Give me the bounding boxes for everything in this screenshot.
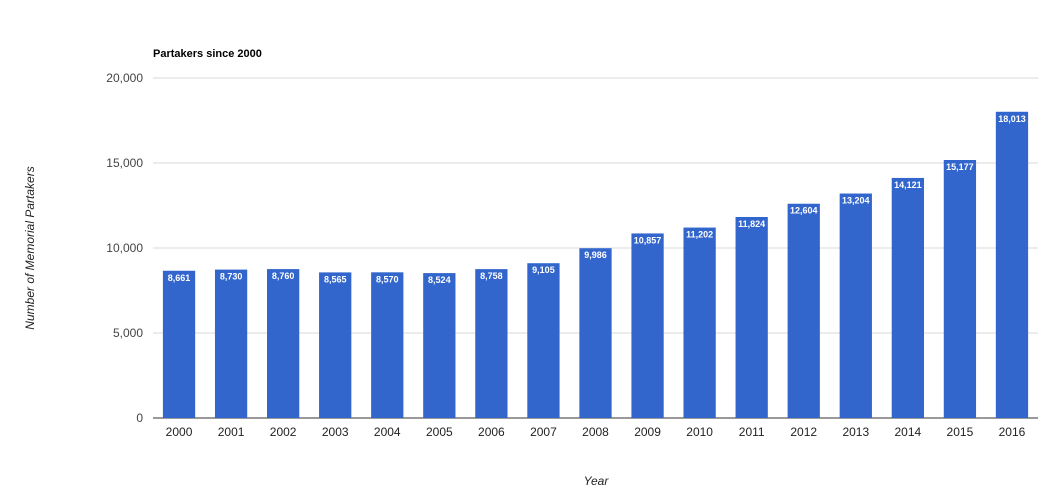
x-tick-label: 2003 (322, 425, 349, 439)
x-tick-label: 2009 (634, 425, 661, 439)
bar-value-label: 11,824 (738, 219, 765, 229)
x-tick-label: 2013 (842, 425, 869, 439)
x-tick-label: 2001 (218, 425, 245, 439)
x-tick-label: 2011 (739, 425, 765, 439)
bar[interactable] (423, 273, 456, 418)
bar[interactable] (267, 269, 300, 418)
y-tick-label: 15,000 (106, 156, 143, 170)
x-tick-label: 2015 (947, 425, 974, 439)
bar[interactable] (214, 269, 248, 418)
bar-value-label: 12,604 (790, 206, 818, 216)
bar-value-label: 18,013 (998, 114, 1026, 124)
bar[interactable] (787, 203, 820, 418)
bar-value-label: 8,758 (480, 271, 503, 281)
x-tick-label: 2016 (999, 425, 1026, 439)
bar-value-label: 13,204 (842, 196, 870, 206)
bar-value-label: 10,857 (634, 235, 662, 245)
chart-title: Partakers since 2000 (153, 48, 262, 60)
y-tick-label: 5,000 (113, 326, 143, 340)
bar[interactable] (475, 269, 508, 418)
bar[interactable] (683, 227, 716, 418)
bar[interactable] (162, 270, 196, 418)
x-tick-label: 2005 (426, 425, 453, 439)
y-tick-label: 20,000 (106, 71, 143, 85)
bar-value-label: 9,986 (584, 250, 607, 260)
grid-layer: 0 5,000 10,000 15,000 20,000 (106, 71, 1038, 425)
x-tick-label: 2000 (166, 425, 193, 439)
bar[interactable] (631, 233, 664, 418)
bar-value-label: 8,565 (324, 274, 347, 284)
y-tick-label: 10,000 (106, 241, 143, 255)
x-tick-label: 2006 (478, 425, 505, 439)
x-tick-label: 2012 (790, 425, 817, 439)
bar-value-label: 8,570 (376, 274, 399, 284)
bar[interactable] (527, 263, 560, 418)
bar[interactable] (735, 216, 768, 418)
bar[interactable] (891, 177, 924, 418)
x-tick-label: 2010 (686, 425, 713, 439)
bar-value-label: 15,177 (946, 162, 974, 172)
x-tick-label: 2002 (270, 425, 297, 439)
bar[interactable] (319, 272, 352, 418)
bar-value-label: 9,105 (532, 265, 555, 275)
y-tick-label: 0 (136, 411, 143, 425)
bar[interactable] (371, 272, 404, 418)
bar[interactable] (839, 193, 872, 418)
bar-layer (162, 111, 1029, 419)
x-tick-label: 2004 (374, 425, 401, 439)
bar-value-label: 14,121 (894, 180, 922, 190)
x-axis-title: Year (584, 474, 610, 488)
bar-value-label: 8,730 (220, 272, 243, 282)
x-tick-label: 2007 (530, 425, 557, 439)
x-tick-label: 2014 (895, 425, 922, 439)
x-tick-layer: 2000 2001 2002 2003 2004 2005 2006 2007 2008 2009… (166, 425, 1026, 439)
bar-value-label: 11,202 (686, 230, 713, 240)
bar[interactable] (943, 159, 977, 418)
bar[interactable] (995, 111, 1029, 419)
bar-label-layer: 8,661 8,730 8,760 8,565 8,570 8,524 8,758 9,105… (168, 114, 1026, 285)
bar[interactable] (579, 248, 612, 418)
x-tick-label: 2008 (582, 425, 609, 439)
bar-value-label: 8,661 (168, 273, 191, 283)
bar-value-label: 8,760 (272, 271, 295, 281)
bar-value-label: 8,524 (428, 275, 451, 285)
y-axis-title: Number of Memorial Partakers (23, 166, 37, 329)
